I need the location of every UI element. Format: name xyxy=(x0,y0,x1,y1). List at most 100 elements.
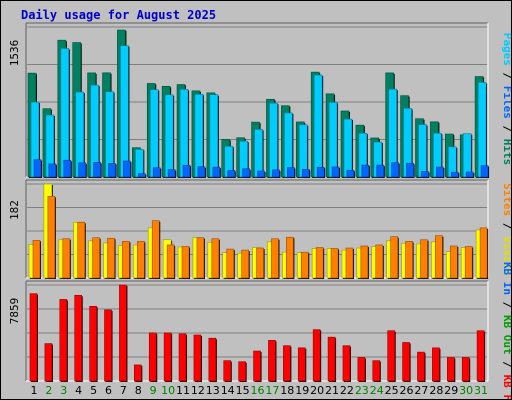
pages-bar-day-11-fill xyxy=(182,164,191,178)
kbf-bar-day-24 xyxy=(372,360,381,382)
sites-bar-day-24 xyxy=(375,244,384,279)
x-tick-day-7: 7 xyxy=(120,384,127,397)
files-bar-day-30-fill xyxy=(462,133,472,178)
kbf-bar-day-30-fill xyxy=(461,357,470,382)
pages-bar-day-24-fill xyxy=(376,164,385,178)
files-bar-day-30 xyxy=(462,133,473,178)
pages-bar-day-27-fill xyxy=(421,171,429,178)
pages-bar-day-8 xyxy=(138,173,147,178)
pages-bar-day-22 xyxy=(346,169,355,178)
sites-bar-day-29-fill xyxy=(449,245,458,279)
x-tick-day-28: 28 xyxy=(429,384,443,397)
pages-bar-day-29 xyxy=(450,171,460,178)
files-bar-day-3 xyxy=(60,48,70,178)
sites-bar-day-9-fill xyxy=(151,220,160,279)
x-tick-day-24: 24 xyxy=(370,384,384,397)
pages-bar-day-19 xyxy=(301,168,311,178)
kbf-bar-day-13 xyxy=(208,337,217,382)
kbf-bar-day-23-fill xyxy=(357,357,366,382)
files-bar-day-31 xyxy=(477,82,488,178)
pages-bar-day-3 xyxy=(63,159,72,178)
x-tick-day-22: 22 xyxy=(340,384,354,397)
visits-sites-ytick-label: 182 xyxy=(8,200,21,220)
sites-bar-day-16-fill xyxy=(256,247,264,279)
pages-bar-day-30 xyxy=(465,171,475,178)
pages-bar-day-31-fill xyxy=(480,165,489,178)
kbf-bar-day-21 xyxy=(327,336,337,382)
pages-bar-day-15 xyxy=(242,168,251,178)
sites-bar-day-31-fill xyxy=(479,227,488,279)
x-tick-day-14: 14 xyxy=(221,384,235,397)
pages-bar-day-26 xyxy=(406,162,415,178)
files-bar-day-27-fill xyxy=(418,124,427,178)
x-tick-day-15: 15 xyxy=(236,384,250,397)
pages-bar-day-3-fill xyxy=(63,159,72,178)
kbf-bar-day-2 xyxy=(44,343,53,382)
pages-bar-day-9 xyxy=(152,167,162,178)
pages-bar-day-25 xyxy=(391,162,400,178)
sites-bar-day-21-fill xyxy=(330,248,339,279)
kbf-bar-day-5-fill xyxy=(89,305,97,382)
files-bar-day-3-fill xyxy=(60,48,70,178)
kbf-bar-day-5 xyxy=(89,305,98,382)
kbf-bar-day-19 xyxy=(297,347,307,382)
pages-bar-day-17-fill xyxy=(272,169,280,178)
kbf-bar-day-14-fill xyxy=(223,360,232,382)
pages-bar-day-13-fill xyxy=(212,166,221,178)
kbf-bar-day-3 xyxy=(59,299,68,382)
pages-bar-day-16 xyxy=(257,170,266,178)
files-bar-day-8-fill xyxy=(135,149,144,178)
x-tick-day-13: 13 xyxy=(206,384,220,397)
kbf-bar-day-14 xyxy=(223,360,232,382)
sites-bar-day-19 xyxy=(300,251,310,279)
sites-bar-day-10 xyxy=(166,244,176,279)
kbf-bar-day-1 xyxy=(29,293,38,382)
kbf-bar-day-3-fill xyxy=(59,299,68,382)
pages-bar-day-1-fill xyxy=(33,159,42,178)
kbf-bar-day-9 xyxy=(148,332,158,382)
kbf-bar-day-6 xyxy=(104,309,113,382)
files-bar-day-20-fill xyxy=(313,74,323,178)
files-bar-day-10-fill xyxy=(164,94,174,178)
sites-bar-day-14-fill xyxy=(226,248,235,279)
kbytes-legend-kb-in: KB In xyxy=(501,262,511,295)
visits-sites-legend-/: / xyxy=(501,216,511,236)
files-bar-day-10 xyxy=(164,94,175,178)
sites-bar-day-10-fill xyxy=(166,244,175,279)
sites-bar-day-3 xyxy=(62,238,71,279)
sites-bar-day-22 xyxy=(345,247,354,279)
pages-bar-day-29-fill xyxy=(450,171,459,178)
pages-bar-day-30-fill xyxy=(465,171,474,178)
sites-bar-day-23 xyxy=(360,245,369,279)
pages-bar-day-10-fill xyxy=(167,169,176,178)
pages-bar-day-13 xyxy=(212,166,221,178)
kbytes-legend-/: / xyxy=(501,295,511,315)
files-bar-day-11-fill xyxy=(179,89,189,178)
kbf-bar-day-10 xyxy=(163,332,173,382)
kbf-bar-day-24-fill xyxy=(372,360,381,382)
files-bar-day-7-fill xyxy=(120,45,129,178)
sites-bar-day-4 xyxy=(77,221,86,279)
pages-files-hits-ytick-label: 1536 xyxy=(8,40,21,67)
kbf-bar-day-16 xyxy=(253,350,262,382)
files-bar-day-9-fill xyxy=(149,89,159,178)
sites-bar-day-11-fill xyxy=(181,246,190,279)
kbytes-legend-kb-out: KB Out xyxy=(501,315,511,355)
sites-bar-day-12-fill xyxy=(196,237,205,279)
pages-bar-day-12-fill xyxy=(197,166,206,178)
sites-bar-day-29 xyxy=(449,245,459,279)
sites-bar-day-1 xyxy=(32,239,41,279)
files-bar-day-9 xyxy=(149,89,160,178)
kbf-bar-day-7 xyxy=(119,284,128,382)
files-bar-day-12-fill xyxy=(194,93,204,178)
pages-bar-day-31 xyxy=(480,165,490,178)
kbf-bar-day-17-fill xyxy=(268,340,276,382)
files-bar-day-13-fill xyxy=(209,94,219,178)
sites-bar-day-28-fill xyxy=(435,235,443,279)
sites-bar-day-6 xyxy=(107,237,116,279)
files-bar-day-22 xyxy=(343,118,353,178)
sites-bar-day-26 xyxy=(405,241,414,279)
x-tick-day-26: 26 xyxy=(400,384,414,397)
pages-bar-day-4 xyxy=(78,162,87,178)
files-bar-day-13 xyxy=(209,94,219,178)
